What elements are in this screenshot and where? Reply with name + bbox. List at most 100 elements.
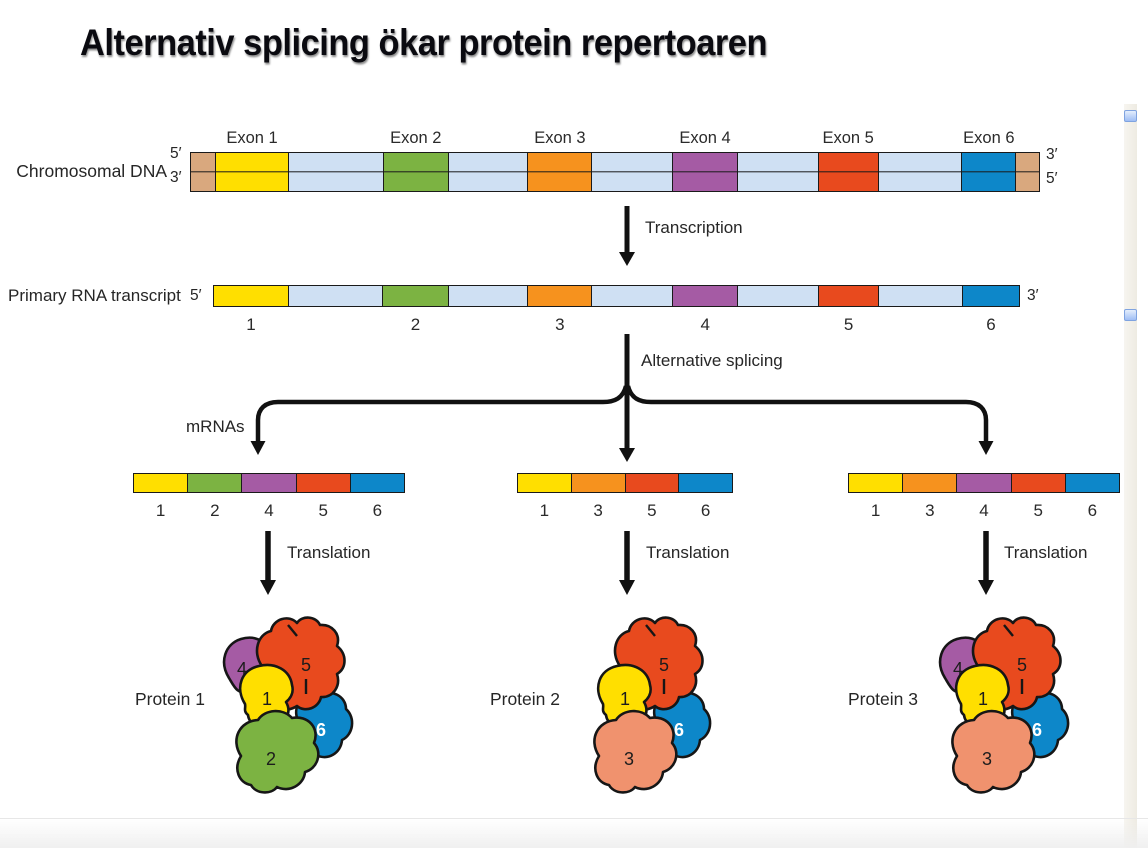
subunit-number: 1 [620,689,630,709]
rna-bar: 1 2 3 4 5 6 [213,285,1020,334]
subunit-number: 5 [659,655,669,675]
segment-number: 4 [979,501,989,520]
translation-arrow-2 [619,531,635,595]
segment-green: 2 [187,474,242,520]
segment-number: 5 [1033,501,1043,520]
segment-intron [288,153,383,191]
scrollbar-thumb-top[interactable] [1124,110,1137,122]
segment-intron [878,286,962,306]
segment-green: 2 [382,286,448,334]
transcription-arrow [619,206,635,266]
segment-intron [737,286,818,306]
segment-blue: 6 [1064,474,1120,520]
segment-intron [877,153,962,191]
translation-label-3: Translation [1004,543,1088,562]
bottom-band [0,818,1148,848]
exon-label: Exon 4 [679,129,731,147]
translation-label-1: Translation [287,543,371,562]
segment-purple: Exon 4 [672,129,737,191]
segment-tan [191,153,215,191]
exon-label: Exon 1 [226,129,278,147]
segment-red: 5 [295,474,350,520]
segment-number: 5 [318,501,328,520]
segment-yellow: 1 [134,474,188,520]
segment-number: 1 [870,501,881,520]
subunit-number: 3 [624,749,634,769]
subunit-number: 5 [1017,655,1027,675]
segment-number: 2 [410,315,421,334]
protein-3-graphic: 4 6 5 1 3 [921,606,1071,806]
subunit-crease [287,624,298,637]
primary-rna-label: Primary RNA transcript [8,286,181,305]
subunit-number: 3 [982,749,992,769]
segment-intron [287,286,383,306]
exon-label: Exon 2 [390,129,442,147]
protein-subunit-3 [593,709,678,794]
alternative-splicing-label: Alternative splicing [641,351,783,370]
chromosomal-dna-label: Chromosomal DNA [16,161,167,181]
dna-left-3prime: 3′ [170,169,182,186]
segment-number: 3 [555,315,565,334]
subunit-crease [645,624,656,637]
mrna-bar-2: 1 3 5 6 [517,473,733,520]
segment-number: 6 [1087,501,1098,520]
segment-number: 2 [210,501,220,520]
segment-red: 5 [624,474,679,520]
protein-3-label: Protein 3 [847,689,918,709]
segment-number: 6 [700,501,711,520]
segment-number: 6 [986,315,996,334]
subunit-number: 1 [262,689,272,709]
segment-blue: Exon 6 [961,129,1016,191]
exon-label: Exon 5 [822,129,874,147]
subunit-number: 5 [301,655,311,675]
translation-label-2: Translation [646,543,730,562]
segment-orange: 3 [570,474,625,520]
subunit-number: 4 [237,659,247,679]
subunit-number: 6 [1032,720,1042,740]
segment-orange: 3 [527,286,592,334]
segment-blue: 6 [961,286,1020,334]
mrna-bar-3: 1 3 4 5 6 [848,473,1120,520]
segment-yellow: Exon 1 [214,129,289,191]
segment-number: 4 [264,501,274,520]
segment-number: 1 [246,315,256,334]
protein-1-label: Protein 1 [134,689,205,709]
subunit-number: 1 [978,689,988,709]
segment-orange: Exon 3 [527,129,592,191]
segment-blue: 6 [678,474,732,520]
segment-intron [591,286,673,306]
segment-purple: 4 [672,286,738,334]
scrollbar-track[interactable] [1124,104,1137,848]
scrollbar-thumb-bottom[interactable] [1124,309,1137,321]
segment-number: 3 [925,501,935,520]
segment-intron [736,153,818,191]
segment-intron [447,286,528,306]
segment-number: 1 [539,501,550,520]
rna-right-3prime: 3′ [1027,287,1039,304]
segment-tan [1015,153,1040,191]
subunit-number: 6 [674,720,684,740]
protein-subunit-3 [951,709,1036,794]
protein-1-graphic: 4 6 5 1 2 [205,606,355,806]
mrna-bar-1: 1 2 4 5 6 [133,473,405,520]
slide-title: Alternativ splicing ökar protein reperto… [80,22,768,63]
segment-number: 6 [372,501,383,520]
segment-green: Exon 2 [382,129,448,191]
segment-purple: 4 [241,474,296,520]
segment-purple: 4 [956,474,1011,520]
segment-yellow: 1 [518,474,571,520]
subunit-number: 2 [266,749,276,769]
segment-red: 5 [818,286,879,334]
protein-subunit-2 [235,709,320,794]
segment-number: 5 [843,315,854,334]
segment-orange: 3 [902,474,957,520]
dna-right-5prime: 5′ [1046,170,1058,187]
translation-arrow-3 [978,531,994,595]
segment-red: 5 [1010,474,1065,520]
exon-label: Exon 3 [534,129,586,147]
subunit-crease [1003,624,1014,637]
dna-right-3prime: 3′ [1046,146,1058,163]
segment-red: Exon 5 [817,129,878,191]
segment-intron [591,153,673,191]
